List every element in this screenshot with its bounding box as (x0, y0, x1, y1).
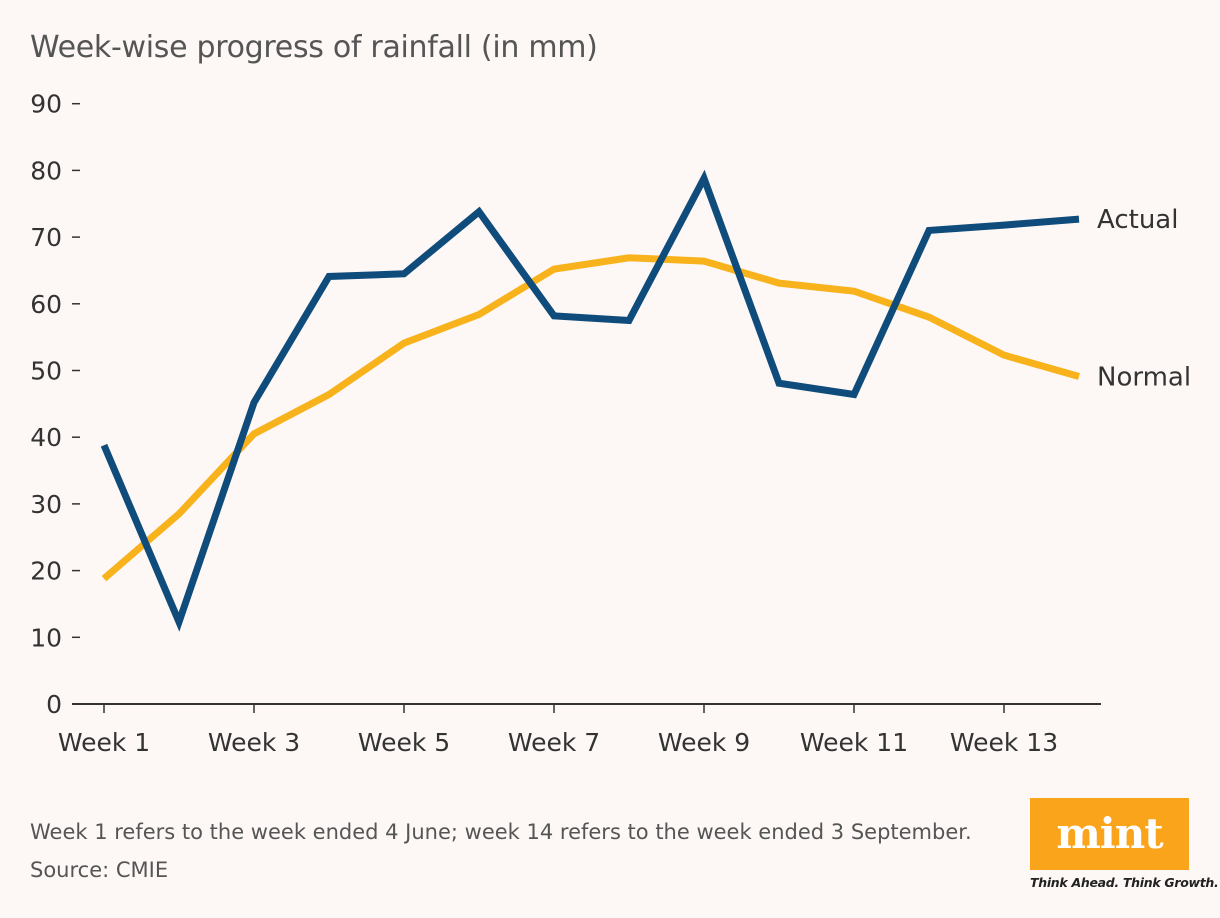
series-layer (100, 169, 1080, 632)
legend-label-normal: Normal (1097, 363, 1191, 393)
footnote: Week 1 refers to the week ended 4 June; … (30, 820, 972, 844)
series-line-normal (101, 254, 1080, 582)
series-line-actual (100, 169, 1080, 632)
x-tick-label: Week 11 (800, 728, 908, 757)
y-tick-label: 50 (30, 357, 62, 386)
x-tick-label: Week 9 (658, 728, 750, 757)
y-axis: 0 10 20 30 40 50 60 70 80 90 (30, 90, 80, 719)
x-axis: Week 1 Week 3 Week 5 Week 7 Week 9 Week 11 Wee… (58, 703, 1101, 757)
source-note: Source: CMIE (30, 858, 169, 882)
x-tick-label: Week 13 (950, 728, 1058, 757)
x-tick-label: Week 1 (58, 728, 150, 757)
mint-logo-text: mint (1056, 809, 1163, 858)
chart-title: Week-wise progress of rainfall (in mm) (30, 30, 598, 65)
x-tick-label: Week 7 (508, 728, 600, 757)
logo-tagline: Think Ahead. Think Growth. (1030, 875, 1219, 890)
y-tick-label: 30 (30, 490, 62, 519)
y-tick-label: 20 (30, 557, 62, 586)
x-tick-label: Week 3 (208, 728, 300, 757)
y-tick-label: 40 (30, 423, 62, 452)
y-tick-label: 70 (30, 223, 62, 252)
y-tick-label: 90 (30, 90, 62, 119)
y-tick-label: 60 (30, 290, 62, 319)
mint-logo: mint (1030, 798, 1189, 870)
legend-layer: Actual Normal (1097, 205, 1191, 392)
y-tick-label: 10 (30, 623, 62, 652)
y-tick-label: 0 (46, 690, 62, 719)
legend-label-actual: Actual (1097, 205, 1178, 235)
y-tick-label: 80 (30, 156, 62, 185)
x-tick-label: Week 5 (358, 728, 450, 757)
